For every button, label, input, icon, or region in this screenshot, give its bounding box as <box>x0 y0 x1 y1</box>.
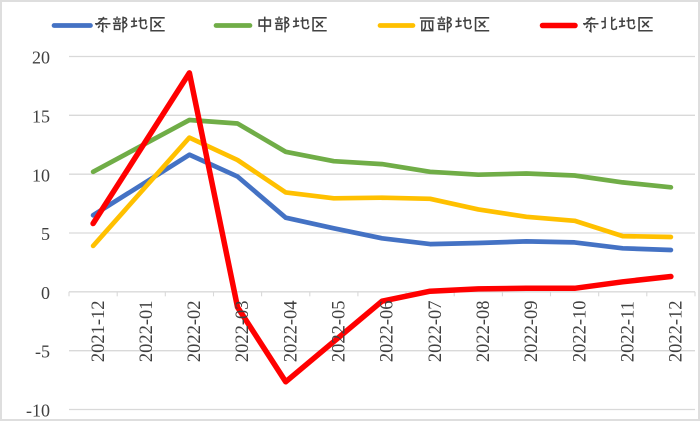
svg-text:5: 5 <box>41 224 50 244</box>
svg-text:2022-02: 2022-02 <box>185 300 205 362</box>
svg-text:15: 15 <box>32 106 50 126</box>
svg-text:2022-06: 2022-06 <box>378 300 398 362</box>
svg-text:2022-01: 2022-01 <box>137 300 157 362</box>
svg-text:2021-12: 2021-12 <box>89 300 109 362</box>
svg-text:10: 10 <box>32 165 50 185</box>
svg-text:2022-04: 2022-04 <box>281 300 301 362</box>
svg-text:-10: -10 <box>26 401 50 421</box>
svg-text:2022-05: 2022-05 <box>330 300 350 362</box>
svg-text:2022-08: 2022-08 <box>474 300 494 362</box>
svg-text:20: 20 <box>32 48 50 68</box>
svg-text:0: 0 <box>41 283 50 303</box>
svg-text:2022-11: 2022-11 <box>618 301 638 362</box>
svg-text:2022-07: 2022-07 <box>426 300 446 362</box>
svg-text:2022-10: 2022-10 <box>570 300 590 362</box>
svg-text:2022-03: 2022-03 <box>233 300 253 362</box>
svg-text:2022-12: 2022-12 <box>667 300 687 362</box>
svg-text:-5: -5 <box>35 342 50 362</box>
svg-text:2022-09: 2022-09 <box>522 300 542 362</box>
